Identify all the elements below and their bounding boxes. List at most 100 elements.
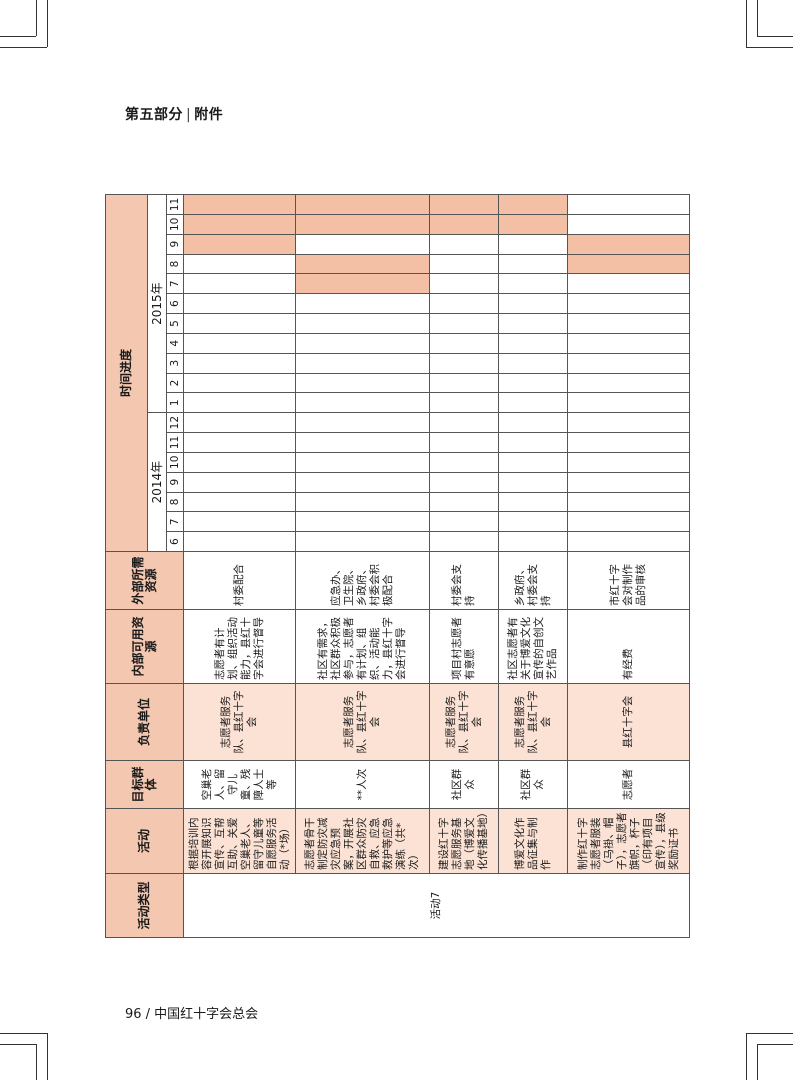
timeline-cell-active: [429, 214, 499, 235]
timeline-cell: [567, 472, 690, 493]
timeline-cell: [498, 392, 568, 413]
timeline-cell: [183, 293, 296, 314]
timeline-cell: [429, 392, 499, 413]
activity-schedule-table: 活动类型 活动 目标群体 负责单位 内部可用资源 外部所需资源 时间进度 201…: [105, 194, 690, 938]
responsible-unit-cell: 志愿者服务队、县红十字会: [429, 683, 499, 761]
timeline-cell-active: [295, 273, 430, 294]
timeline-cell: [567, 392, 690, 413]
crop-mark: [746, 0, 747, 47]
responsible-unit-cell: 志愿者服务队、县红十字会: [183, 683, 296, 761]
month-header: 3: [166, 353, 184, 374]
timeline-cell: [429, 373, 499, 393]
timeline-cell: [295, 313, 430, 334]
crop-mark: [757, 0, 758, 36]
timeline-cell: [295, 373, 430, 393]
timeline-cell-active: [567, 254, 690, 274]
timeline-cell: [429, 293, 499, 314]
timeline-cell: [567, 273, 690, 294]
month-header: 9: [166, 472, 184, 493]
month-header: 7: [166, 511, 184, 532]
page-footer: 96 / 中国红十字会总会: [125, 1007, 259, 1022]
timeline-cell: [429, 412, 499, 433]
timeline-cell: [429, 254, 499, 274]
table-row: 活动7 根据培训内容开展知识宣传、互帮互助、关爱空巢老人、留守儿童等自愿服务活动（…: [183, 194, 690, 938]
external-resources-cell: 乡政府、村委会支持: [498, 551, 568, 610]
timeline-cell: [567, 373, 690, 393]
crop-mark: [36, 0, 37, 36]
timeline-cell: [498, 531, 568, 552]
timeline-cell: [498, 432, 568, 453]
timeline-cell: [183, 273, 296, 294]
timeline-cell-active: [183, 214, 296, 235]
timeline-cell: [295, 412, 430, 433]
month-header: 1: [166, 392, 184, 413]
timeline-cell: [183, 531, 296, 552]
internal-resources-cell: 有经费: [567, 609, 690, 684]
header-activity: 活动: [105, 808, 184, 874]
timeline-cell: [498, 472, 568, 493]
timeline-cell-active: [295, 194, 430, 215]
timeline-cell-active: [295, 254, 430, 274]
activity-type-cell: 活动7: [183, 873, 690, 938]
month-header: 8: [166, 254, 184, 274]
month-header: 7: [166, 273, 184, 294]
timeline-cell: [183, 412, 296, 433]
timeline-cell: [498, 273, 568, 294]
month-header: 12: [166, 412, 184, 433]
timeline-cell: [498, 333, 568, 354]
activity-cell: 制作红十字志愿者服装（马褂、帽子），志愿者旗帜，杯子（印有项目宣传），县级奖励证…: [567, 808, 690, 874]
timeline-cell: [498, 353, 568, 374]
timeline-cell: [498, 452, 568, 473]
timeline-cell: [567, 531, 690, 552]
target-group-cell: 志愿者: [567, 760, 690, 809]
month-header: 10: [166, 214, 184, 235]
year-header: 2015年: [147, 194, 167, 413]
timeline-cell: [295, 492, 430, 512]
activity-cell: 志愿者骨干制定防灾减灾应急预案，开展社区群众防灾自救、应急救护等应急演练（共*次…: [295, 808, 430, 874]
header-internal-resources: 内部可用资源: [105, 609, 184, 684]
activity-cell: 根据培训内容开展知识宣传、互帮互助、关爱空巢老人、留守儿童等自愿服务活动（*场）: [183, 808, 296, 874]
timeline-cell: [429, 273, 499, 294]
timeline-cell-active: [183, 194, 296, 215]
month-header: 5: [166, 313, 184, 334]
timeline-cell: [567, 452, 690, 473]
timeline-cell: [429, 234, 499, 255]
header-activity-type: 活动类型: [105, 873, 184, 938]
timeline-cell: [498, 412, 568, 433]
target-group-cell: 空巢老人、留守儿童、残障人士等: [183, 760, 296, 809]
internal-resources-cell: 项目村志愿者有意愿: [429, 609, 499, 684]
timeline-cell: [183, 392, 296, 413]
timeline-cell: [429, 511, 499, 532]
crop-mark: [47, 1033, 48, 1080]
timeline-cell: [429, 492, 499, 512]
timeline-cell: [498, 293, 568, 314]
timeline-cell: [183, 492, 296, 512]
timeline-cell: [567, 194, 690, 215]
rotated-table-container: 活动类型 活动 目标群体 负责单位 内部可用资源 外部所需资源 时间进度 201…: [105, 194, 690, 938]
timeline-cell: [295, 432, 430, 453]
crop-mark: [0, 36, 36, 37]
activity-cell: 建设红十字志愿服务基地（博爱文化传播基地）: [429, 808, 499, 874]
timeline-cell: [429, 432, 499, 453]
timeline-cell: [498, 313, 568, 334]
section-header: 第五部分 | 附件: [125, 104, 223, 124]
crop-mark: [757, 1044, 793, 1045]
section-separator: |: [186, 107, 192, 123]
month-header: 6: [166, 293, 184, 314]
timeline-cell: [295, 392, 430, 413]
crop-mark: [0, 47, 47, 48]
month-header: 6: [166, 531, 184, 552]
responsible-unit-cell: 县红十字会: [567, 683, 690, 761]
month-header: 8: [166, 492, 184, 512]
target-group-cell: **人次: [295, 760, 430, 809]
timeline-cell: [498, 511, 568, 532]
section-title: 第五部分: [125, 107, 183, 123]
month-header: 2: [166, 373, 184, 393]
crop-mark: [746, 47, 793, 48]
timeline-cell-active: [183, 234, 296, 255]
internal-resources-cell: 社区有需求，社区群众积极参与，志愿者有计划、组织、活动能力，县红十字会进行督导: [295, 609, 430, 684]
timeline-cell: [295, 293, 430, 314]
crop-mark: [746, 1033, 747, 1080]
internal-resources-cell: 志愿者有计划、组织活动能力，县红十字会进行督导: [183, 609, 296, 684]
external-resources-cell: 村委会支持: [429, 551, 499, 610]
